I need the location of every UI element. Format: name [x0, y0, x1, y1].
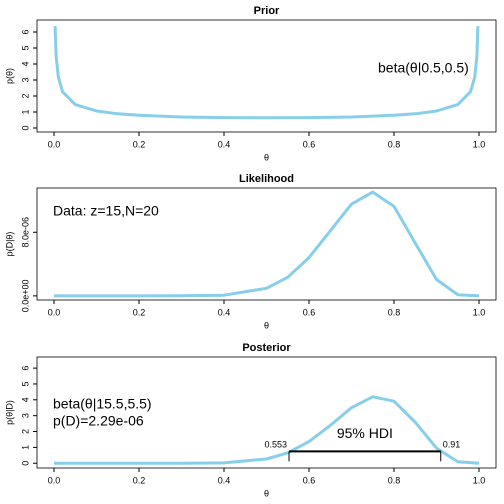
- x-tick-label: 0.8: [388, 475, 401, 485]
- x-tick-label: 0.0: [48, 307, 61, 317]
- y-tick-label: 6: [20, 366, 30, 371]
- x-tick-label: 0.2: [133, 139, 146, 149]
- annotation: beta(θ|0.5,0.5): [378, 60, 469, 76]
- plot-frame: [36, 187, 497, 301]
- x-tick-label: 0.8: [388, 307, 401, 317]
- y-axis-label: p(θ): [4, 68, 14, 84]
- y-tick-label: 6: [20, 29, 30, 34]
- panel-title: Prior: [254, 5, 280, 17]
- y-tick-label: 0: [20, 125, 30, 130]
- y-tick-label: 4: [20, 397, 30, 402]
- annotation: p(D)=2.29e-06: [53, 413, 144, 429]
- x-tick-label: 0.4: [218, 139, 231, 149]
- y-tick-label: 1: [20, 109, 30, 114]
- x-axis-label: θ: [264, 152, 269, 162]
- hdi-high-label: 0.91: [443, 440, 461, 450]
- x-tick-label: 1.0: [473, 307, 486, 317]
- x-tick-label: 0.4: [218, 475, 231, 485]
- x-tick-label: 0.4: [218, 307, 231, 317]
- hdi-label: 95% HDI: [337, 425, 393, 441]
- x-tick-label: 0.6: [303, 307, 316, 317]
- panel-title: Likelihood: [239, 173, 294, 185]
- y-tick-label: 5: [20, 381, 30, 386]
- x-tick-label: 0.2: [133, 307, 146, 317]
- x-tick-label: 1.0: [473, 475, 486, 485]
- x-tick-label: 0.8: [388, 139, 401, 149]
- x-tick-label: 1.0: [473, 139, 486, 149]
- y-tick-label: 4: [20, 61, 30, 66]
- plot-frame: [36, 356, 497, 469]
- hdi-low-label: 0.553: [264, 440, 287, 450]
- y-axis-label: p(θ|D): [4, 400, 14, 425]
- x-axis-label: θ: [264, 320, 269, 330]
- density-line: [54, 190, 480, 298]
- annotation: Data: z=15,N=20: [53, 203, 159, 219]
- x-tick-label: 0.2: [133, 475, 146, 485]
- panel-title: Posterior: [242, 342, 291, 354]
- y-tick-label: 1: [20, 445, 30, 450]
- y-tick-label: 3: [20, 77, 30, 82]
- plot-frame: [36, 19, 497, 133]
- x-tick-label: 0.0: [48, 475, 61, 485]
- y-tick-label: 3: [20, 413, 30, 418]
- x-tick-label: 0.6: [303, 139, 316, 149]
- density-line: [54, 395, 480, 465]
- x-tick-label: 0.6: [303, 475, 316, 485]
- y-tick-label: 2: [20, 93, 30, 98]
- density-line: [53, 26, 480, 120]
- y-tick-label: 0.0e+00: [20, 279, 30, 312]
- x-axis-label: θ: [264, 488, 269, 498]
- y-tick-label: 0: [20, 461, 30, 466]
- y-tick-label: 8.0e-06: [20, 217, 30, 248]
- y-axis-label: p(D|θ): [4, 232, 14, 257]
- annotation: beta(θ|15.5,5.5): [53, 396, 152, 412]
- y-tick-label: 5: [20, 45, 30, 50]
- y-tick-label: 2: [20, 429, 30, 434]
- x-tick-label: 0.0: [48, 139, 61, 149]
